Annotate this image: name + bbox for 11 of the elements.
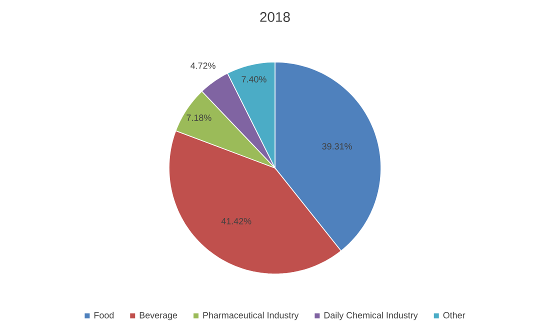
legend-label: Beverage (140, 312, 178, 320)
chart-title: 2018 (260, 12, 290, 22)
data-label: 7.18% (186, 114, 212, 121)
legend-label: Daily Chemical Industry (324, 312, 418, 320)
legend-label: Pharmaceutical Industry (203, 312, 299, 320)
legend-label: Other (443, 312, 466, 318)
legend-label: Food (94, 312, 114, 318)
data-label: 41.42% (221, 218, 252, 224)
data-label: 39.31% (322, 143, 352, 150)
data-label: 4.72% (190, 62, 216, 69)
data-label: 7.40% (242, 76, 266, 82)
